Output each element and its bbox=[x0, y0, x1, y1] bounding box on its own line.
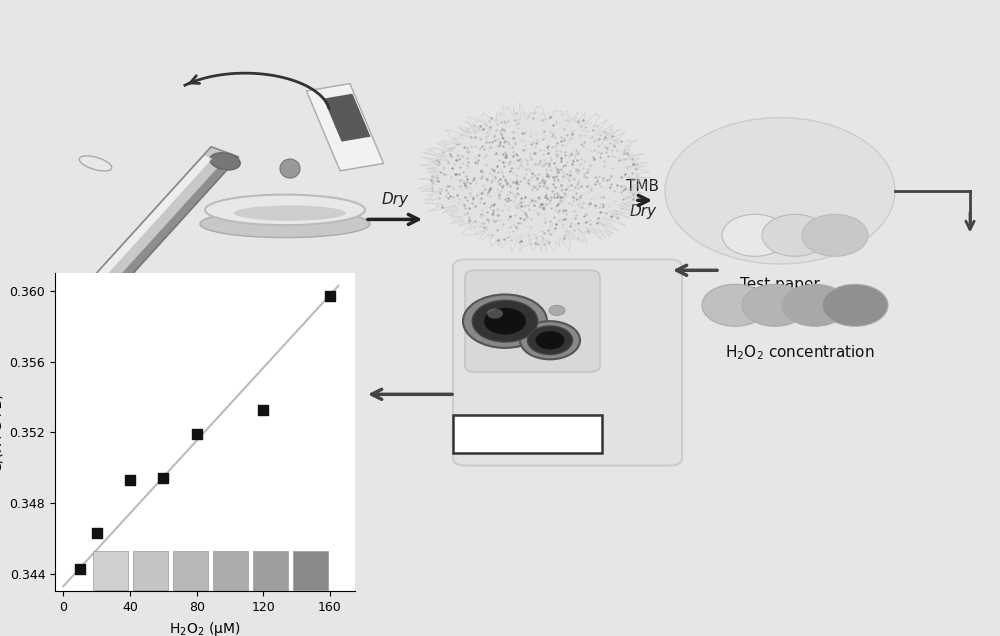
Circle shape bbox=[472, 300, 538, 342]
FancyBboxPatch shape bbox=[453, 259, 682, 466]
Point bbox=[255, 404, 271, 415]
Circle shape bbox=[782, 284, 848, 326]
Bar bbox=[133, 551, 168, 590]
Text: Dry: Dry bbox=[382, 191, 409, 207]
Point bbox=[72, 563, 88, 574]
Bar bbox=[293, 551, 328, 590]
Circle shape bbox=[702, 284, 768, 326]
X-axis label: H$_2$O$_2$ (μM): H$_2$O$_2$ (μM) bbox=[169, 619, 241, 636]
FancyBboxPatch shape bbox=[453, 415, 602, 453]
Ellipse shape bbox=[205, 195, 365, 225]
Point bbox=[155, 473, 171, 483]
Bar bbox=[253, 551, 288, 590]
Circle shape bbox=[665, 118, 895, 264]
Circle shape bbox=[722, 214, 788, 256]
Point bbox=[189, 429, 205, 439]
Circle shape bbox=[536, 331, 564, 349]
Circle shape bbox=[802, 214, 868, 256]
Text: Mesoporous CuO
hollow spheres: Mesoporous CuO hollow spheres bbox=[90, 372, 220, 404]
Circle shape bbox=[430, 111, 640, 245]
Circle shape bbox=[463, 294, 547, 348]
Point bbox=[322, 291, 338, 301]
Text: H$_2$O$_2$ concentration: H$_2$O$_2$ concentration bbox=[725, 343, 875, 362]
Bar bbox=[173, 551, 208, 590]
Ellipse shape bbox=[79, 156, 112, 171]
Text: CuO coated paper: CuO coated paper bbox=[465, 270, 605, 286]
Text: TMB: TMB bbox=[626, 179, 660, 194]
Point bbox=[89, 528, 105, 538]
Ellipse shape bbox=[234, 205, 346, 221]
Bar bbox=[93, 551, 128, 590]
Ellipse shape bbox=[210, 153, 240, 170]
Circle shape bbox=[549, 305, 565, 315]
Text: Dry: Dry bbox=[630, 204, 656, 219]
Polygon shape bbox=[306, 83, 384, 171]
Polygon shape bbox=[71, 147, 239, 311]
Polygon shape bbox=[323, 93, 371, 142]
Text: Test paper: Test paper bbox=[740, 277, 820, 292]
Circle shape bbox=[742, 284, 808, 326]
Point bbox=[122, 475, 138, 485]
Circle shape bbox=[762, 214, 828, 256]
Ellipse shape bbox=[280, 159, 300, 178]
Circle shape bbox=[822, 284, 888, 326]
Bar bbox=[213, 551, 248, 590]
FancyBboxPatch shape bbox=[465, 270, 600, 372]
Circle shape bbox=[484, 308, 526, 335]
Y-axis label: G/(R+G+B): G/(R+G+B) bbox=[0, 392, 4, 472]
Text: R ?G ?B ?: R ?G ?B ? bbox=[492, 427, 563, 441]
Circle shape bbox=[520, 321, 580, 359]
Circle shape bbox=[487, 308, 503, 319]
Polygon shape bbox=[86, 156, 212, 289]
Circle shape bbox=[528, 326, 572, 354]
Polygon shape bbox=[98, 168, 226, 303]
Ellipse shape bbox=[200, 210, 370, 238]
